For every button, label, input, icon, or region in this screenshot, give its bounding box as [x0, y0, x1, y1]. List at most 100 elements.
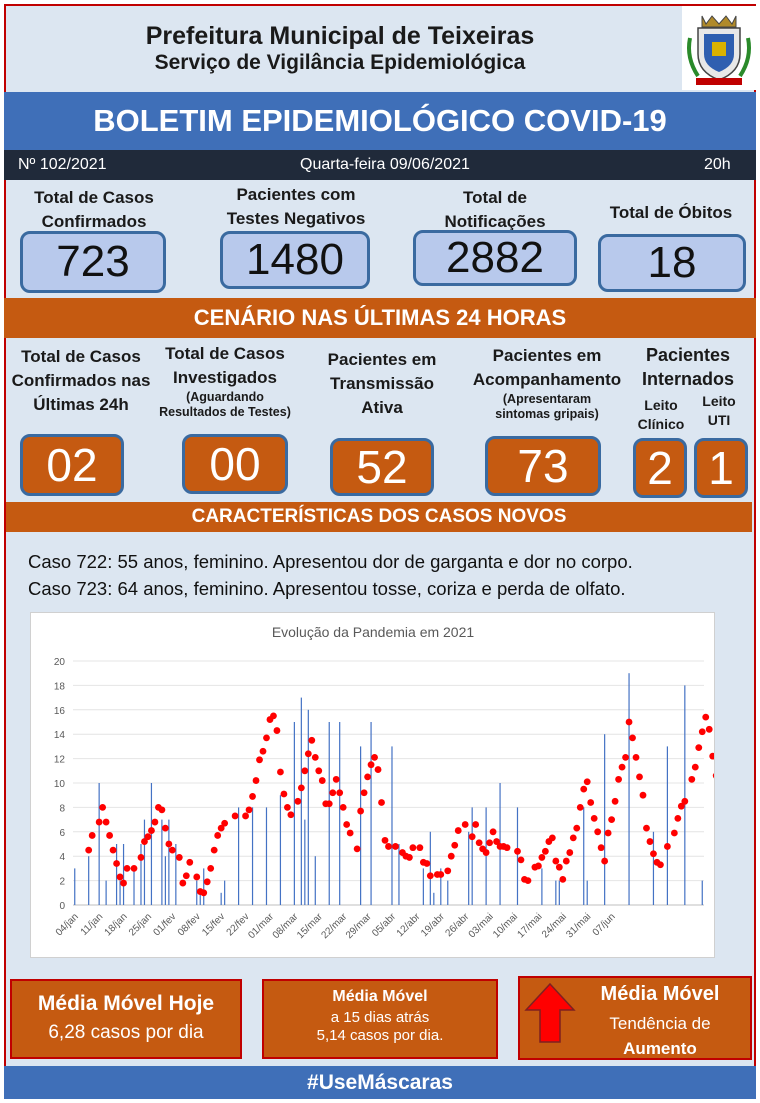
total-confirmed-value: 723 [20, 231, 166, 293]
bar [304, 819, 306, 905]
x-tick-label: 12/abr [395, 911, 423, 939]
y-tick-label: 14 [54, 730, 66, 741]
moving-average-point [514, 847, 521, 855]
bar [422, 868, 424, 905]
bar [196, 880, 198, 905]
total-confirmed-label: Total de Casos Confirmados [34, 188, 154, 231]
moving-average-point [555, 863, 563, 871]
moving-average-point [304, 750, 312, 758]
hospitalized-label: Pacientes Internados [641, 345, 734, 389]
moving-average-point [231, 812, 239, 820]
moving-average-point [392, 843, 399, 850]
moving-average-point [179, 879, 187, 887]
bar [293, 722, 295, 905]
pandemic-chart-svg: Evolução da Pandemia em 2021 0 2 4 6 8 10 12 14… [54, 624, 727, 941]
moving-average-point [643, 824, 650, 832]
x-tick-label: 15/fev [200, 911, 227, 938]
moving-average-point [339, 804, 347, 811]
moving-average-point [249, 793, 256, 800]
moving-average-point [601, 857, 609, 865]
moving-average-point [538, 854, 546, 861]
x-tick-label: 25/jan [127, 911, 154, 938]
moving-average-point [454, 827, 462, 834]
confirmed-24h-value: 02 [20, 434, 124, 496]
bar [604, 734, 606, 905]
negative-tests-value: 1480 [220, 231, 370, 289]
moving-average-point [695, 744, 703, 752]
bar [224, 880, 226, 905]
moving-average-point [343, 821, 351, 828]
uti-bed-value: 1 [694, 438, 748, 498]
moving-average-point [559, 875, 567, 883]
up-arrow-icon [524, 982, 576, 1043]
bar [541, 868, 543, 905]
moving-average-trend-line1: Tendência de [609, 1014, 711, 1033]
moving-average-point [318, 777, 326, 784]
bar [666, 746, 668, 905]
moving-average-point [569, 834, 577, 842]
moving-average-point [203, 878, 211, 886]
moving-average-point [294, 797, 302, 805]
moving-average-point [200, 889, 208, 897]
moving-average-point [210, 846, 218, 854]
moving-average-point [517, 856, 525, 864]
moving-average-point [409, 844, 417, 852]
moving-average-point [562, 857, 570, 865]
x-tick-label: 11/jan [79, 911, 106, 938]
uti-bed-label: Leito UTI [702, 393, 736, 428]
moving-average-point [385, 843, 392, 850]
moving-average-point [245, 806, 253, 814]
bar [74, 868, 76, 905]
bar [328, 722, 330, 905]
y-tick-label: 6 [59, 828, 65, 839]
moving-average-point [367, 761, 375, 769]
bulletin-date: Quarta-feira 09/06/2021 [300, 156, 470, 173]
moving-average-point [364, 773, 371, 781]
moving-average-point [552, 857, 560, 865]
moving-average-point [151, 818, 159, 826]
bar [628, 673, 630, 905]
confirmed-24h-label: Total de Casos Confirmados nas Últimas 2… [11, 347, 151, 414]
bar [140, 844, 142, 905]
bar [485, 807, 487, 905]
moving-average-past-line2: 5,14 casos por dia. [316, 1027, 444, 1044]
bar [119, 880, 121, 905]
moving-average-point [158, 806, 166, 814]
bar [220, 892, 222, 905]
bar [429, 831, 431, 905]
moving-average-point [611, 797, 619, 805]
pandemic-chart: Evolução da Pandemia em 2021 0 2 4 6 8 10 12 14… [30, 612, 727, 958]
moving-average-point [594, 828, 602, 836]
moving-average-point [308, 736, 316, 744]
moving-average-point [175, 854, 183, 861]
hashtag-banner: #UseMáscaras [4, 1066, 756, 1099]
moving-average-point [681, 797, 689, 805]
moving-average-point [280, 790, 288, 798]
moving-average-point [311, 753, 319, 761]
x-tick-label: 18/jan [103, 911, 130, 938]
bar [150, 783, 153, 905]
bar [684, 685, 686, 905]
moving-average-point [639, 791, 647, 799]
bulletin-number: Nº 102/2021 [18, 156, 107, 173]
moving-average-point [221, 819, 229, 827]
x-tick-label: 01/mar [246, 911, 276, 941]
x-tick-label: 04/jan [54, 911, 81, 938]
moving-average-point [632, 753, 640, 761]
moving-average-point [357, 807, 365, 815]
moving-average-point [423, 860, 431, 867]
x-tick-label: 03/mai [467, 911, 496, 940]
x-tick-label: 17/mai [516, 911, 545, 940]
moving-average-point [161, 824, 169, 832]
bar [279, 795, 282, 905]
monitoring-label: Pacientes em Acompanhamento (Apresentara… [472, 346, 622, 421]
moving-average-point [608, 816, 616, 823]
moving-average-point [287, 811, 295, 819]
new-cases-title: CARACTERÍSTICAS DOS CASOS NOVOS [6, 502, 752, 532]
moving-average-point [489, 828, 497, 836]
y-tick-label: 10 [54, 779, 66, 790]
scenario-title: CENÁRIO NAS ÚLTIMAS 24 HORAS [4, 298, 756, 338]
moving-average-point [284, 804, 291, 811]
moving-average-point [315, 767, 323, 775]
moving-average-point [182, 872, 190, 880]
